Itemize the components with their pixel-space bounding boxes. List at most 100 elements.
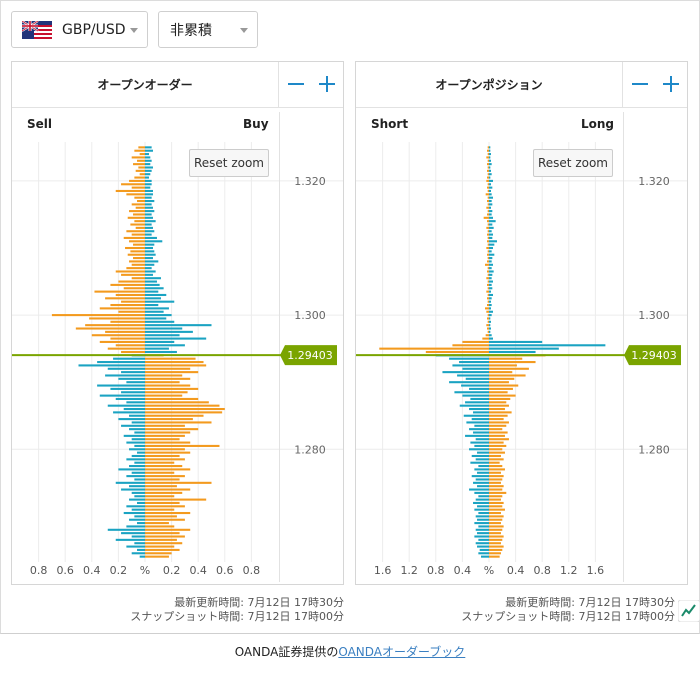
bar-left	[478, 495, 489, 498]
bar-left	[465, 401, 489, 404]
zoom-in-button[interactable]	[315, 72, 339, 96]
bar-right	[145, 307, 169, 310]
bar-left	[123, 287, 145, 290]
bar-right	[145, 233, 152, 236]
bar-left	[123, 511, 145, 515]
bar-right	[145, 438, 180, 441]
y-tick-label: 1.320	[638, 175, 670, 188]
bar-right	[489, 384, 519, 387]
bar-left	[138, 146, 145, 149]
snapshot-time: スナップショット時間: 7月12日 17時00分	[130, 610, 344, 623]
bar-left	[487, 253, 489, 256]
bar-left	[474, 508, 489, 511]
bar-right	[145, 545, 175, 548]
bar-left	[459, 361, 489, 364]
bar-right	[145, 153, 149, 156]
bar-right	[489, 434, 505, 437]
reset-zoom-button[interactable]: Reset zoom	[189, 149, 269, 177]
y-tick-label: 1.300	[638, 309, 670, 322]
current-price-badge: 1.29403	[280, 345, 337, 366]
bar-right	[145, 196, 152, 199]
bar-right	[489, 387, 513, 390]
currency-pair-select[interactable]: GBP/USD	[11, 11, 148, 48]
bar-left	[131, 454, 145, 458]
bar-right	[145, 340, 175, 343]
bar-right	[145, 381, 180, 384]
bar-left	[123, 236, 145, 239]
zoom-in-button[interactable]	[659, 72, 683, 96]
bar-left	[487, 200, 489, 203]
bar-left	[110, 387, 145, 390]
x-tick-label: 1.6	[374, 564, 392, 577]
bar-left	[126, 381, 145, 384]
bar-left	[487, 327, 489, 330]
reset-zoom-button[interactable]: Reset zoom	[533, 149, 613, 177]
bar-right	[489, 404, 509, 407]
bar-left	[479, 548, 489, 551]
bar-left	[91, 334, 145, 337]
bar-left	[105, 297, 145, 300]
bar-right	[489, 277, 492, 280]
bar-left	[131, 421, 145, 424]
bar-right	[145, 364, 207, 367]
bar-left	[131, 156, 145, 159]
bar-right	[145, 166, 153, 169]
bar-left	[425, 350, 489, 354]
bar-right	[145, 465, 183, 468]
bar-right	[489, 428, 503, 431]
bar-left	[475, 542, 489, 545]
bar-right	[145, 226, 153, 229]
zoom-out-button[interactable]	[284, 72, 308, 96]
updated-time: 最新更新時間: 7月12日 17時30分	[505, 596, 675, 609]
bar-right	[145, 448, 185, 451]
sell-label: Sell	[27, 117, 53, 131]
bar-right	[489, 468, 505, 471]
open-positions-chart[interactable]: 1.320 1.300 1.280 1.6 1.2 0.8 0.4% 0.4 0.8 1.2 1.6…	[356, 112, 687, 582]
bar-right	[145, 163, 151, 166]
bar-left	[131, 263, 145, 266]
bar-right	[489, 283, 492, 286]
bar-right	[489, 233, 493, 236]
bar-left	[121, 371, 145, 374]
bar-left	[474, 444, 489, 447]
bar-left	[94, 290, 145, 293]
bar-right	[489, 303, 492, 307]
bar-left	[487, 320, 489, 323]
bar-right	[489, 186, 493, 189]
bar-left	[474, 424, 489, 427]
bar-right	[489, 257, 493, 260]
bar-left	[487, 149, 489, 152]
open-orders-chart[interactable]: 1.320 1.300 1.280 0.8 0.6 0.4 0.2% 0.2 0.4 0.6 0.8…	[12, 112, 343, 582]
bar-left	[487, 270, 489, 273]
bar-right	[145, 179, 152, 182]
bar-right	[489, 424, 507, 427]
bar-left	[487, 223, 489, 226]
x-tick-label: 0.8	[30, 564, 48, 577]
panel-title: オープンポジション	[356, 62, 623, 108]
mode-select[interactable]: 非累積	[158, 11, 258, 48]
bar-left	[487, 163, 489, 166]
bar-left	[121, 183, 145, 186]
bar-right	[145, 404, 220, 407]
bar-left	[487, 146, 489, 149]
bar-left	[126, 193, 145, 196]
bar-left	[487, 196, 489, 199]
bar-left	[121, 300, 145, 303]
bar-left	[129, 179, 145, 182]
bar-left	[133, 213, 145, 216]
bar-left	[129, 485, 145, 488]
bar-right	[489, 189, 491, 193]
bar-right	[145, 203, 152, 206]
bar-right	[145, 471, 175, 474]
bar-left	[99, 307, 145, 310]
bar-right	[489, 149, 491, 152]
bar-right	[489, 169, 491, 172]
zoom-out-button[interactable]	[628, 72, 652, 96]
bar-left	[462, 367, 489, 370]
open-orders-panel: オープンオーダー Sell Buy 1.320 1.300 1.280 0.8 0.6 0…	[11, 61, 344, 585]
bar-right	[489, 314, 492, 317]
bar-left	[131, 491, 145, 494]
orderbook-link[interactable]: OANDAオーダーブック	[338, 645, 466, 659]
bar-right	[489, 216, 493, 219]
bar-left	[466, 421, 489, 424]
